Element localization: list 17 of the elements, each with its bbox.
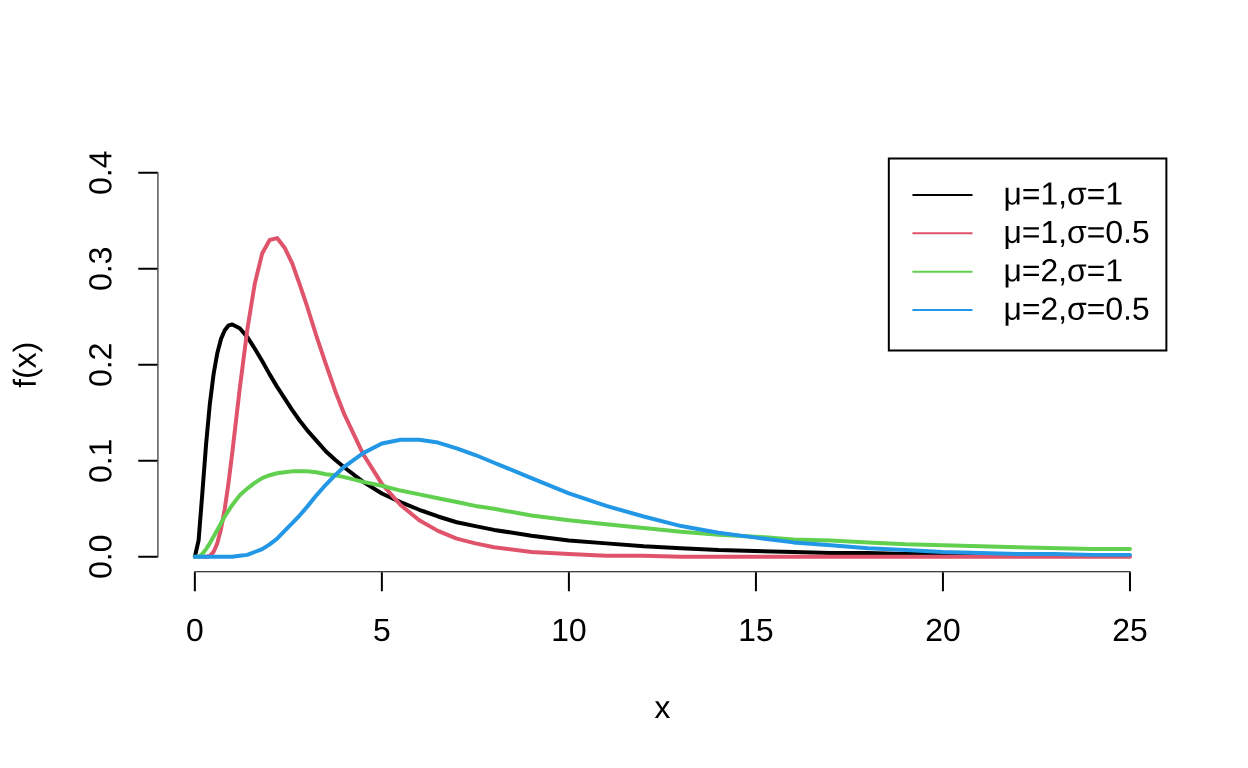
y-tick-label: 0.2 [89, 344, 112, 386]
legend-label: μ=2,σ=0.5 [1005, 297, 1149, 326]
x-tick-label: 15 [740, 618, 773, 642]
x-axis-title: x [654, 701, 671, 719]
x-tick-label: 20 [926, 618, 960, 642]
legend-label: μ=1,σ=0.5 [1005, 220, 1149, 250]
legend-label: μ=2,σ=1 [1005, 259, 1122, 288]
y-tick-label: 0.0 [89, 535, 112, 578]
x-tick-label: 25 [1113, 618, 1147, 642]
y-tick-label: 0.1 [89, 440, 112, 482]
y-tick-label: 0.3 [89, 248, 112, 290]
y-axis-title: f(x) [12, 343, 43, 388]
x-tick-label: 10 [553, 618, 586, 642]
x-tick-label: 0 [187, 618, 203, 642]
y-tick-label: 0.4 [89, 151, 112, 194]
legend-label: μ=1,σ=1 [1005, 182, 1122, 211]
x-tick-label: 5 [374, 618, 390, 642]
